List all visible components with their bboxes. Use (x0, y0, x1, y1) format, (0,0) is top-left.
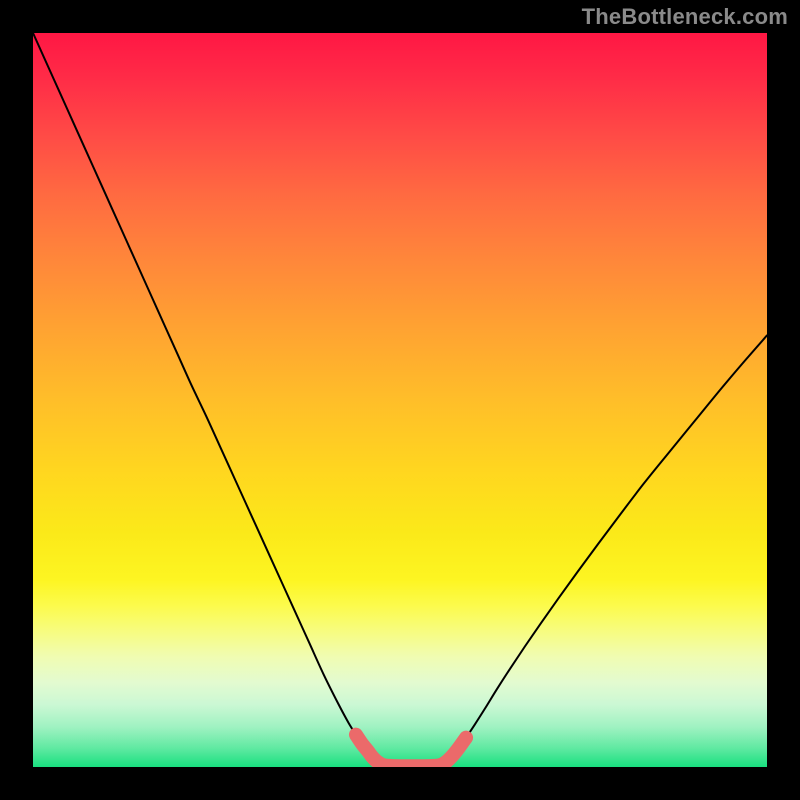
chart-frame: TheBottleneck.com (0, 0, 800, 800)
watermark-text: TheBottleneck.com (582, 4, 788, 30)
plot-background (33, 33, 767, 767)
plot-area (33, 33, 767, 767)
plot-svg (33, 33, 767, 767)
